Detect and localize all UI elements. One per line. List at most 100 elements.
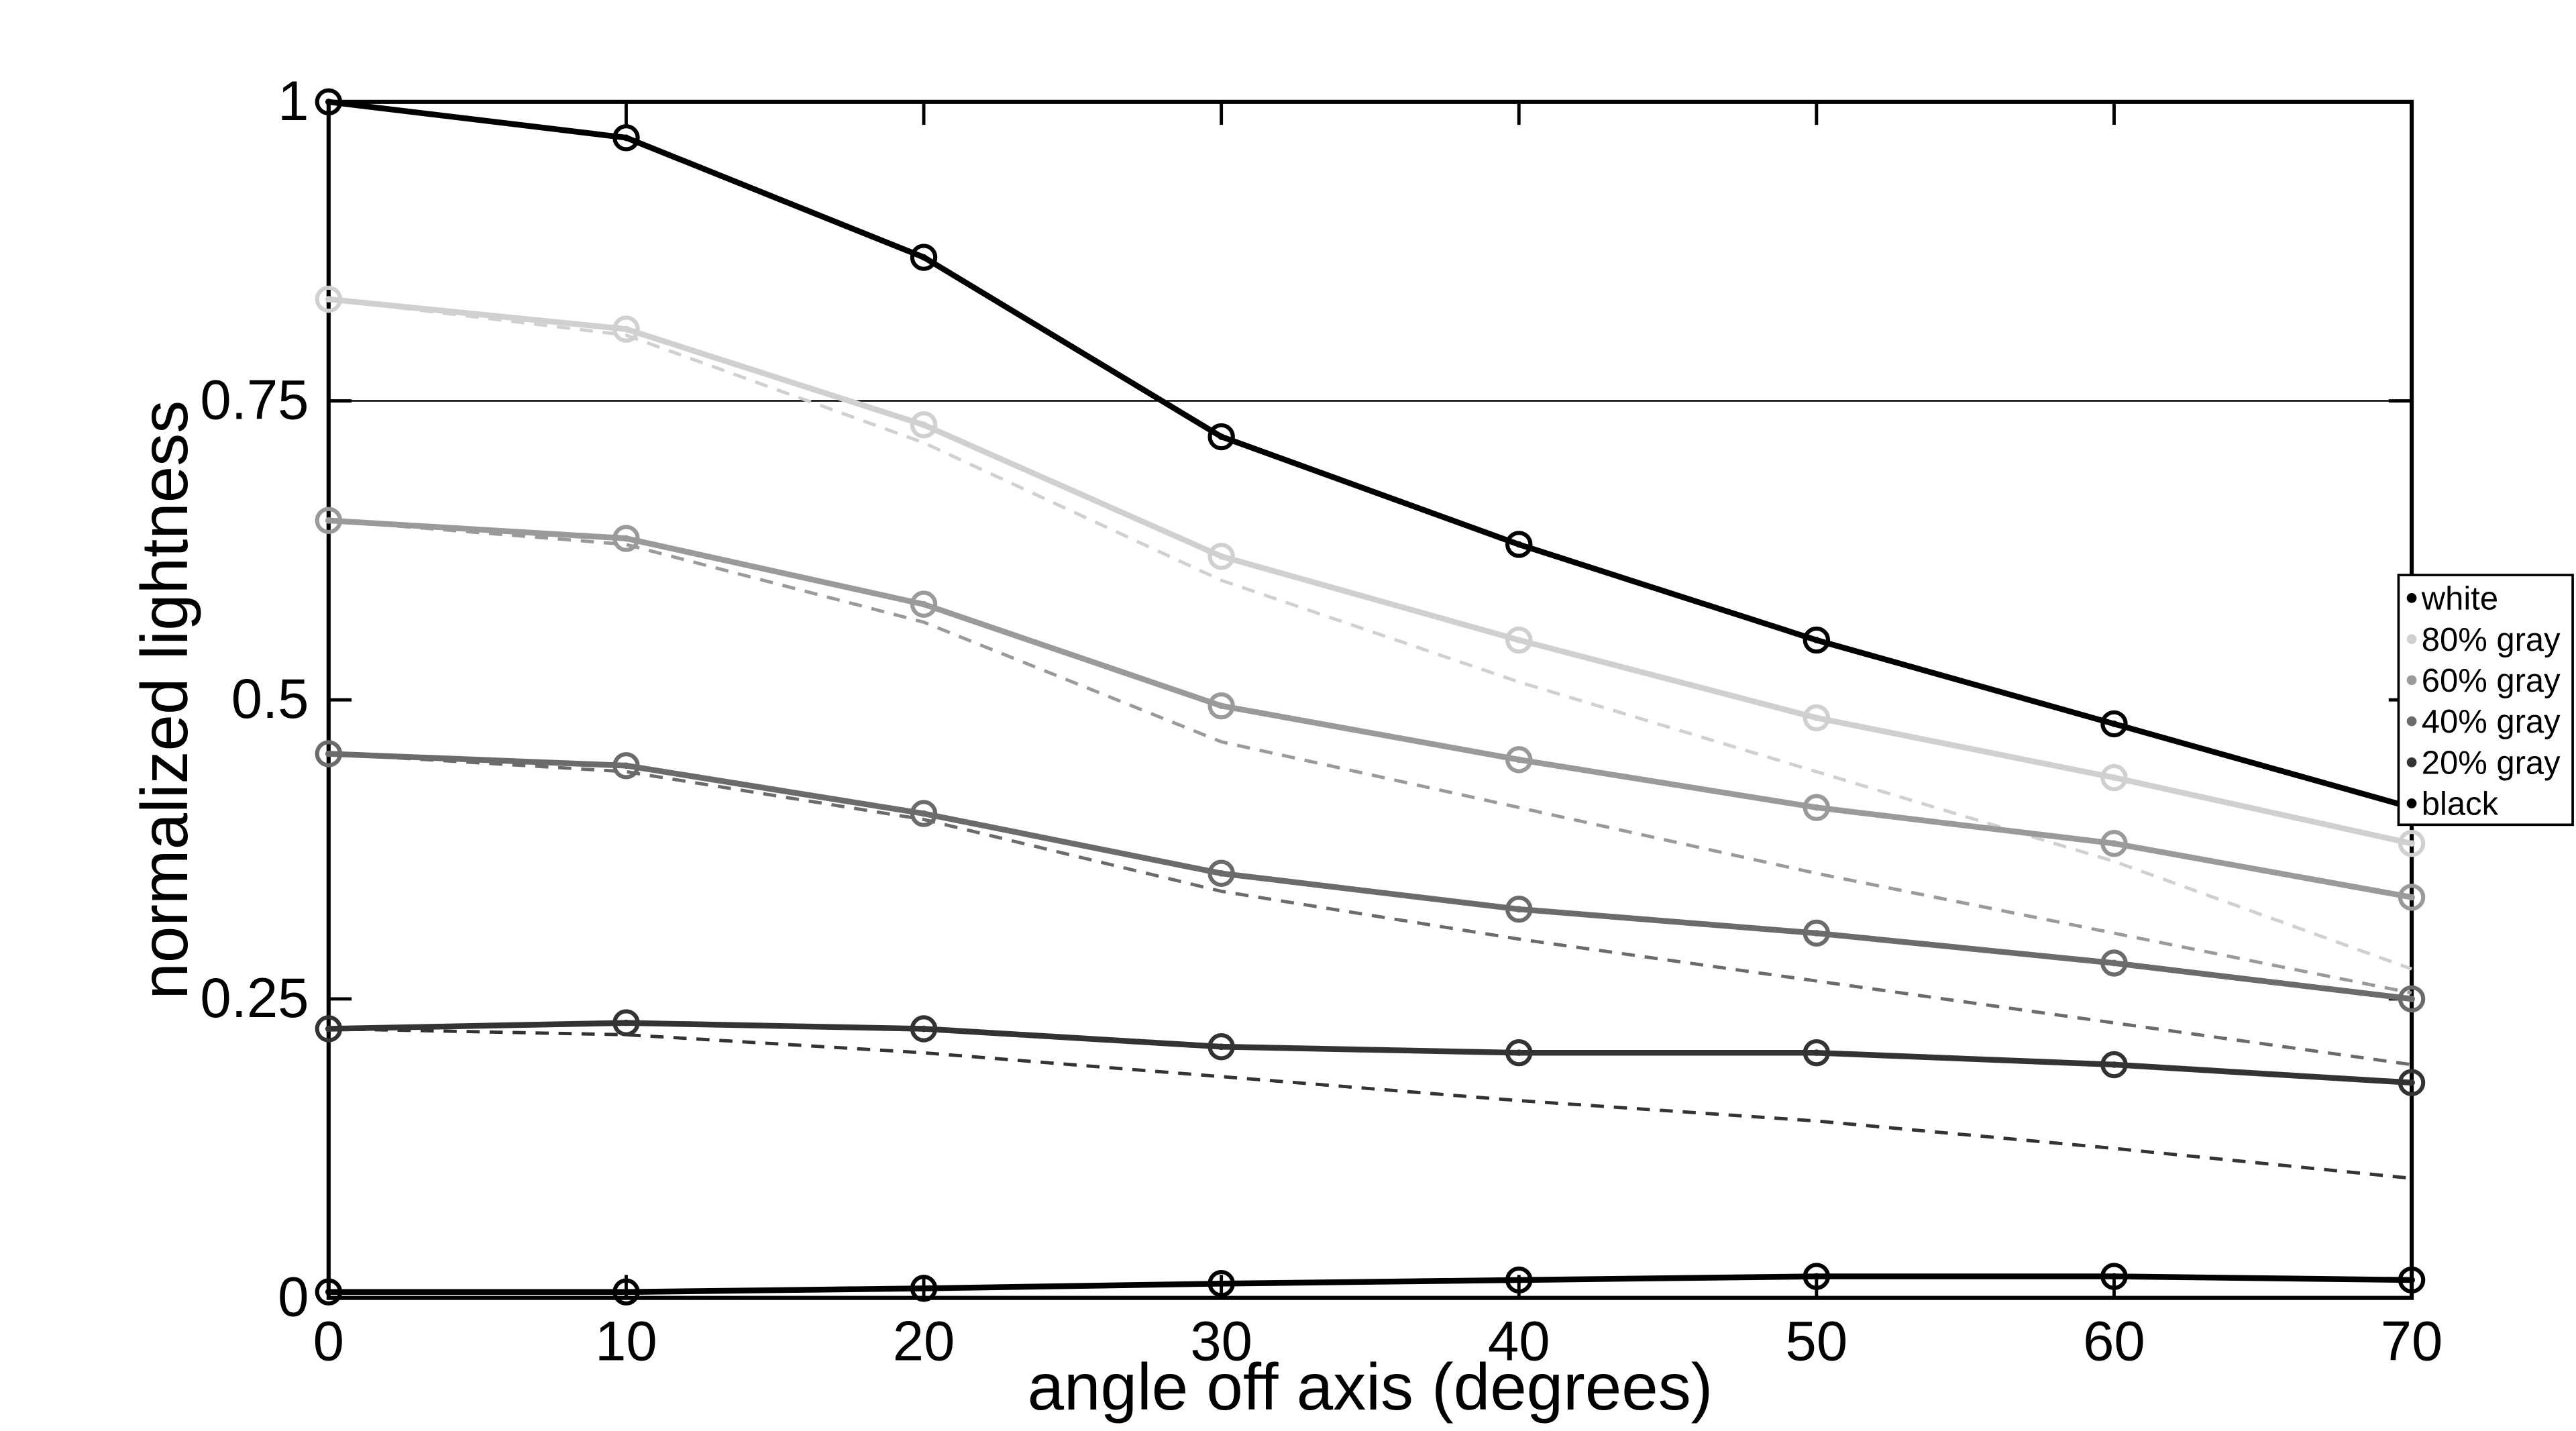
data-point-dot [623, 134, 630, 142]
data-point-marker [2100, 1263, 2128, 1290]
data-point-marker [1208, 692, 1235, 720]
data-point-marker [2398, 985, 2426, 1013]
data-point-marker [2100, 949, 2128, 977]
data-point-marker [2398, 1266, 2426, 1294]
legend: white 80% gray 60% gray 40% gray 20% gray bla… [2397, 574, 2574, 827]
data-point-marker [1505, 1266, 1533, 1294]
data-point-dot [2110, 1273, 2118, 1280]
series-line [328, 752, 2412, 1067]
data-point-dot [2408, 1079, 2415, 1086]
legend-label: 60% gray [2422, 663, 2561, 699]
data-point-marker [1208, 1033, 1235, 1061]
x-tick-label: 20 [893, 1310, 955, 1373]
data-point-dot [1813, 1273, 1820, 1280]
data-point-dot [2110, 840, 2118, 847]
data-point-marker [612, 525, 640, 552]
data-point-dot [1218, 1043, 1225, 1051]
legend-label: white [2421, 581, 2498, 617]
data-point-dot [325, 1288, 332, 1295]
series-line [328, 517, 2412, 900]
series-line [328, 297, 2412, 971]
series-line [328, 1020, 2412, 1086]
series-line [328, 519, 2412, 995]
data-point-dot [1813, 637, 1820, 643]
x-tick-label: 40 [1488, 1310, 1550, 1373]
y-tick-label: 0.25 [200, 967, 309, 1029]
data-point-dot [920, 810, 927, 817]
data-point-marker [910, 244, 938, 271]
data-point-marker [1505, 746, 1533, 774]
data-point-marker [910, 411, 938, 439]
data-point-marker [1505, 896, 1533, 923]
x-tick-label: 50 [1786, 1310, 1848, 1373]
data-point-marker [612, 1278, 640, 1306]
data-point-dot [623, 1019, 630, 1026]
data-point-marker [1803, 704, 1831, 732]
data-point-marker [1208, 1270, 1235, 1297]
data-point-marker [1803, 1263, 1831, 1290]
data-point-dot [1515, 906, 1523, 913]
x-tick-label: 10 [595, 1310, 657, 1373]
data-point-marker [315, 740, 343, 767]
legend-marker-icon [2406, 716, 2417, 727]
data-point-dot [1515, 637, 1523, 643]
data-point-marker [2100, 1051, 2128, 1079]
data-point-marker [612, 124, 640, 152]
plot-area: 0 10 20 30 40 50 60 70 0 0.25 0.5 0.75 1 [200, 70, 2443, 1373]
data-point-marker [1505, 626, 1533, 654]
data-point-dot [1515, 541, 1523, 548]
data-point-marker [1803, 794, 1831, 821]
data-point-dot [1218, 553, 1225, 560]
legend-label: 40% gray [2422, 704, 2561, 740]
data-point-dot [623, 325, 630, 333]
data-point-dot [1813, 714, 1820, 721]
data-point-dot [1813, 1049, 1820, 1057]
data-point-dot [2408, 894, 2415, 901]
data-point-dot [1218, 1280, 1225, 1287]
data-point-marker [1208, 859, 1235, 887]
data-point-marker [315, 285, 343, 313]
data-point-marker [910, 590, 938, 618]
y-tick-label: 1 [278, 70, 309, 132]
data-point-dot [2110, 774, 2118, 782]
legend-marker-icon [2406, 798, 2417, 808]
y-tick-label: 0.5 [231, 668, 309, 730]
legend-marker-icon [2406, 634, 2417, 644]
legend-label: black [2422, 786, 2499, 823]
data-point-dot [623, 535, 630, 542]
data-point-marker [2100, 710, 2128, 738]
legend-box [2397, 574, 2574, 827]
data-point-marker [1803, 1039, 1831, 1067]
data-point-marker [910, 1275, 938, 1302]
x-tick-label: 70 [2381, 1310, 2443, 1373]
x-tick-label: 30 [1190, 1310, 1252, 1373]
data-point-marker [315, 507, 343, 535]
data-point-dot [920, 600, 927, 608]
data-point-dot [1515, 1049, 1523, 1057]
data-point-dot [623, 1288, 630, 1295]
data-point-dot [1813, 929, 1820, 937]
data-point-dot [1515, 1276, 1523, 1283]
data-point-marker [2100, 763, 2128, 792]
data-point-marker [1803, 919, 1831, 947]
data-point-marker [315, 88, 343, 116]
data-point-dot [1218, 433, 1225, 440]
data-point-dot [623, 762, 630, 770]
data-point-dot [325, 98, 332, 105]
series-line [328, 1027, 2412, 1180]
data-point-marker [612, 1009, 640, 1037]
data-point-marker [315, 1015, 343, 1043]
data-point-dot [2110, 1061, 2118, 1068]
data-point-marker [612, 315, 640, 343]
series-line [328, 1273, 2412, 1295]
data-point-dot [1218, 869, 1225, 877]
data-point-dot [1515, 756, 1523, 763]
data-point-dot [920, 254, 927, 261]
legend-marker-icon [2406, 757, 2417, 767]
data-point-dot [1813, 804, 1820, 811]
series-line [328, 751, 2412, 1002]
data-point-dot [920, 421, 927, 429]
x-tick-label: 0 [313, 1310, 344, 1373]
